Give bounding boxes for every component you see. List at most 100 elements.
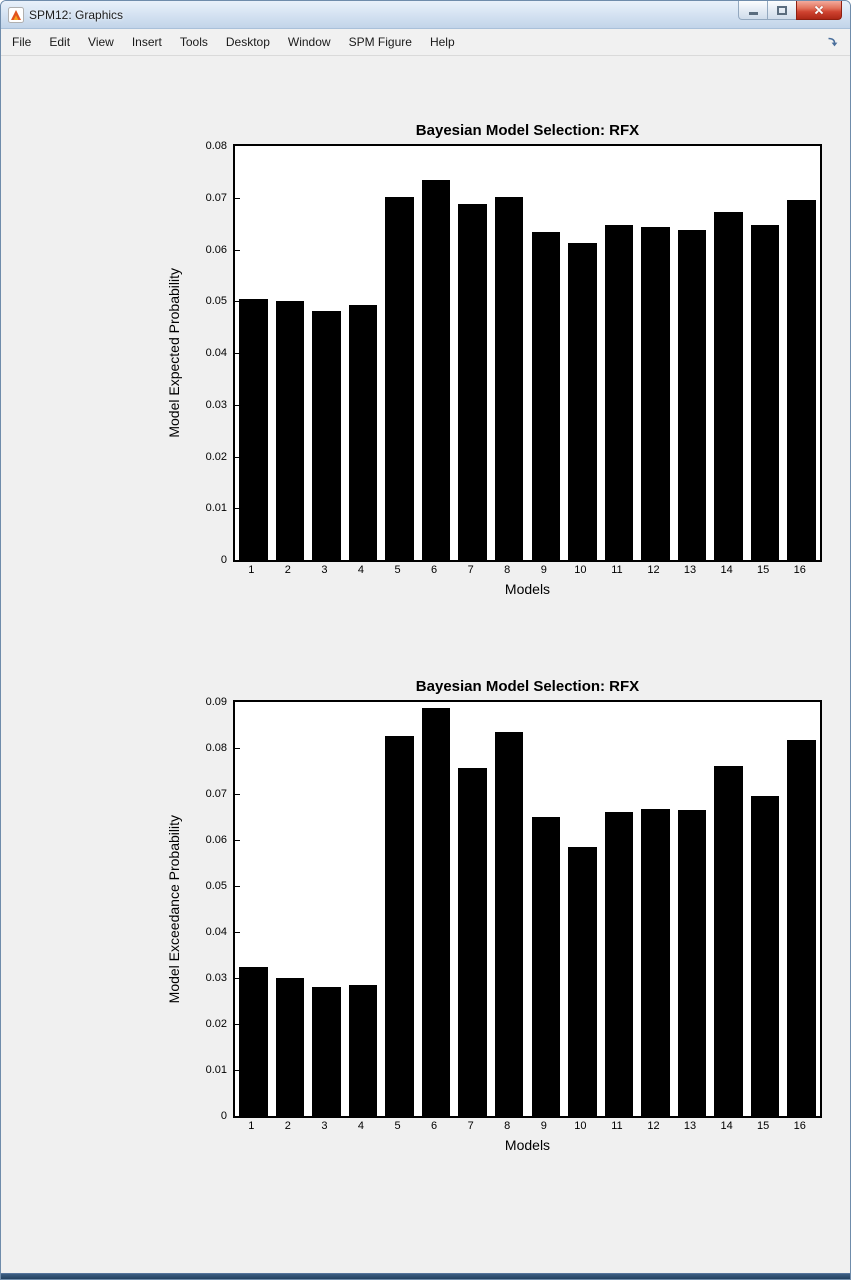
bar	[385, 196, 414, 560]
menu-item-view[interactable]: View	[88, 35, 114, 49]
menu-item-insert[interactable]: Insert	[131, 35, 162, 49]
x-tick-label: 7	[467, 564, 474, 576]
x-tick-mark	[253, 555, 255, 560]
chart-title: Bayesian Model Selection: RFX	[415, 122, 640, 139]
window-bottom-border	[1, 1273, 850, 1279]
y-tick-label: 0.02	[205, 450, 227, 463]
x-tick-mark	[436, 555, 438, 560]
bar	[604, 812, 634, 1116]
x-tick-mark	[655, 1111, 657, 1116]
close-icon	[813, 4, 825, 16]
bar	[421, 708, 451, 1116]
menu-item-edit[interactable]: Edit	[49, 35, 71, 49]
y-tick-mark	[235, 932, 240, 933]
bar	[312, 987, 341, 1116]
x-tick-label: 8	[504, 564, 511, 576]
y-tick-label: 0.08	[205, 140, 227, 152]
y-tick-label: 0.02	[205, 1018, 227, 1030]
x-tick-label: 6	[431, 564, 438, 576]
x-tick-mark	[289, 1111, 291, 1116]
x-tick-mark	[801, 555, 803, 560]
chart-expected-probability: Bayesian Model Selection: RFX Model Expe…	[163, 122, 824, 597]
menu-bar: File Edit View Insert Tools Desktop Wind…	[1, 29, 850, 56]
x-tick-mark	[545, 555, 547, 560]
x-tick-label: 10	[574, 1120, 587, 1132]
bar	[531, 232, 561, 560]
y-tick-mark	[235, 249, 240, 251]
x-tick-mark	[582, 1111, 584, 1116]
close-button[interactable]	[796, 1, 842, 20]
title-bar[interactable]: SPM12: Graphics	[1, 1, 850, 29]
x-tick-label: 13	[683, 1120, 697, 1132]
y-tick-mark	[235, 886, 240, 887]
x-tick-mark	[655, 555, 657, 560]
menu-item-file[interactable]: File	[12, 35, 32, 49]
menu-item-help[interactable]: Help	[429, 35, 455, 49]
minimize-button[interactable]	[738, 1, 768, 20]
x-tick-label: 3	[321, 1120, 328, 1132]
bar	[458, 203, 487, 560]
bar	[787, 740, 816, 1116]
x-tick-label: 2	[284, 564, 291, 576]
y-tick-mark	[235, 978, 240, 979]
x-tick-label: 9	[540, 1120, 547, 1132]
x-tick-label: 16	[793, 1120, 806, 1132]
y-tick-label: 0.04	[205, 347, 227, 359]
x-tick-mark	[326, 1111, 328, 1116]
bar	[458, 767, 487, 1116]
y-tick-mark	[235, 840, 240, 841]
y-tick-mark	[235, 1070, 240, 1071]
chart-exceedance-probability: Bayesian Model Selection: RFX Model Exce…	[163, 678, 824, 1153]
y-tick-label: 0.08	[205, 742, 227, 754]
x-axis-label: Models	[504, 1137, 551, 1153]
x-tick-label: 13	[683, 564, 697, 576]
y-ticks: 0 0.01 0.02 0.03 0.04 0.05 0.06 0.07 0.08 0.09	[185, 696, 233, 1122]
x-tick-label: 2	[284, 1120, 291, 1132]
y-ticks: 0 0.01 0.02 0.03 0.04 0.05 0.06 0.07 0.08	[185, 140, 233, 566]
x-tick-label: 14	[720, 1120, 733, 1132]
x-tick-mark	[362, 555, 364, 560]
x-tick-label: 10	[574, 564, 587, 576]
menu-item-desktop[interactable]: Desktop	[225, 35, 270, 49]
x-tick-mark	[362, 1111, 364, 1116]
x-tick-mark	[472, 1111, 474, 1116]
x-tick-mark	[509, 1111, 511, 1116]
menu-item-window[interactable]: Window	[287, 35, 331, 49]
x-tick-label: 1	[248, 564, 255, 576]
bar	[714, 211, 743, 560]
bar	[641, 809, 670, 1116]
y-tick-mark	[235, 1024, 240, 1025]
menu-item-tools[interactable]: Tools	[179, 35, 208, 49]
x-tick-label: 5	[394, 564, 401, 576]
y-tick-label: 0	[220, 554, 227, 566]
maximize-icon	[777, 5, 787, 15]
x-tick-label: 3	[321, 564, 328, 576]
window-title: SPM12: Graphics	[29, 7, 124, 22]
x-tick-label: 4	[357, 1120, 365, 1132]
x-tick-label: 16	[793, 564, 806, 576]
y-tick-label: 0.03	[205, 972, 227, 984]
bar	[531, 817, 561, 1116]
y-tick-mark	[235, 748, 240, 749]
menu-item-spm-figure[interactable]: SPM Figure	[348, 35, 412, 49]
maximize-button[interactable]	[768, 1, 796, 20]
x-tick-mark	[545, 1111, 547, 1116]
x-tick-label: 15	[757, 564, 770, 576]
bar	[787, 199, 816, 560]
x-tick-label: 11	[611, 564, 623, 576]
x-tick-mark	[326, 555, 328, 560]
y-tick-label: 0.01	[205, 1064, 227, 1076]
x-tick-mark	[765, 555, 767, 560]
dock-figure-icon[interactable]	[826, 35, 840, 49]
bar	[385, 736, 414, 1116]
x-tick-mark	[472, 555, 474, 560]
y-axis-label-box: Model Exceedance Probability	[163, 700, 185, 1118]
app-icon[interactable]	[8, 6, 24, 23]
x-tick-label: 15	[757, 1120, 770, 1132]
bar	[275, 978, 305, 1116]
x-tick-label: 8	[504, 1120, 511, 1132]
x-tick-mark	[289, 555, 291, 560]
y-tick-label: 0.04	[205, 926, 227, 938]
y-axis-label-box: Model Expected Probability	[163, 144, 185, 562]
